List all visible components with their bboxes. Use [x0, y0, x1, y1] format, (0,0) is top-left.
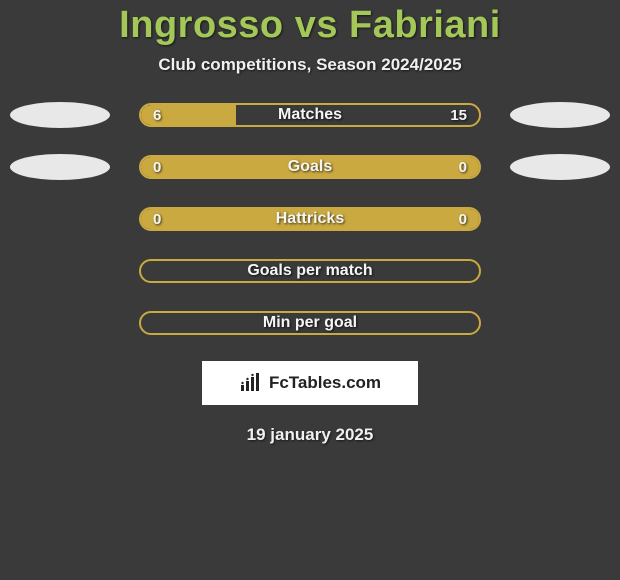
widget-container: Ingrosso vs Fabriani Club competitions, …	[0, 0, 620, 445]
page-title: Ingrosso vs Fabriani	[119, 4, 501, 47]
stat-right-value: 0	[459, 211, 467, 228]
stat-row-hattricks: 0 Hattricks 0	[0, 207, 620, 231]
stat-bar-goals: 0 Goals 0	[139, 155, 481, 179]
stat-label: Matches	[141, 106, 479, 124]
stat-label: Goals	[141, 158, 479, 176]
chart-icon	[239, 373, 263, 393]
stat-label: Hattricks	[141, 210, 479, 228]
stat-bar-hattricks: 0 Hattricks 0	[139, 207, 481, 231]
stat-bar-min-per-goal: Min per goal	[139, 311, 481, 335]
stat-label: Min per goal	[141, 314, 479, 332]
stat-bar-goals-per-match: Goals per match	[139, 259, 481, 283]
player-left-badge	[10, 102, 110, 128]
player-left-badge	[10, 154, 110, 180]
stat-right-value: 15	[450, 107, 467, 124]
stat-row-matches: 6 Matches 15	[0, 103, 620, 127]
stat-row-min-per-goal: Min per goal	[0, 311, 620, 335]
player-right-badge	[510, 154, 610, 180]
page-subtitle: Club competitions, Season 2024/2025	[158, 55, 461, 75]
player-right-badge	[510, 102, 610, 128]
stat-right-value: 0	[459, 159, 467, 176]
stat-bar-matches: 6 Matches 15	[139, 103, 481, 127]
stat-label: Goals per match	[141, 262, 479, 280]
logo-text: FcTables.com	[269, 373, 381, 393]
stat-row-goals-per-match: Goals per match	[0, 259, 620, 283]
stats-area: 6 Matches 15 0 Goals 0 0 Hattricks 0	[0, 103, 620, 335]
fctables-logo[interactable]: FcTables.com	[202, 361, 418, 405]
stat-row-goals: 0 Goals 0	[0, 155, 620, 179]
date-label: 19 january 2025	[247, 425, 374, 445]
